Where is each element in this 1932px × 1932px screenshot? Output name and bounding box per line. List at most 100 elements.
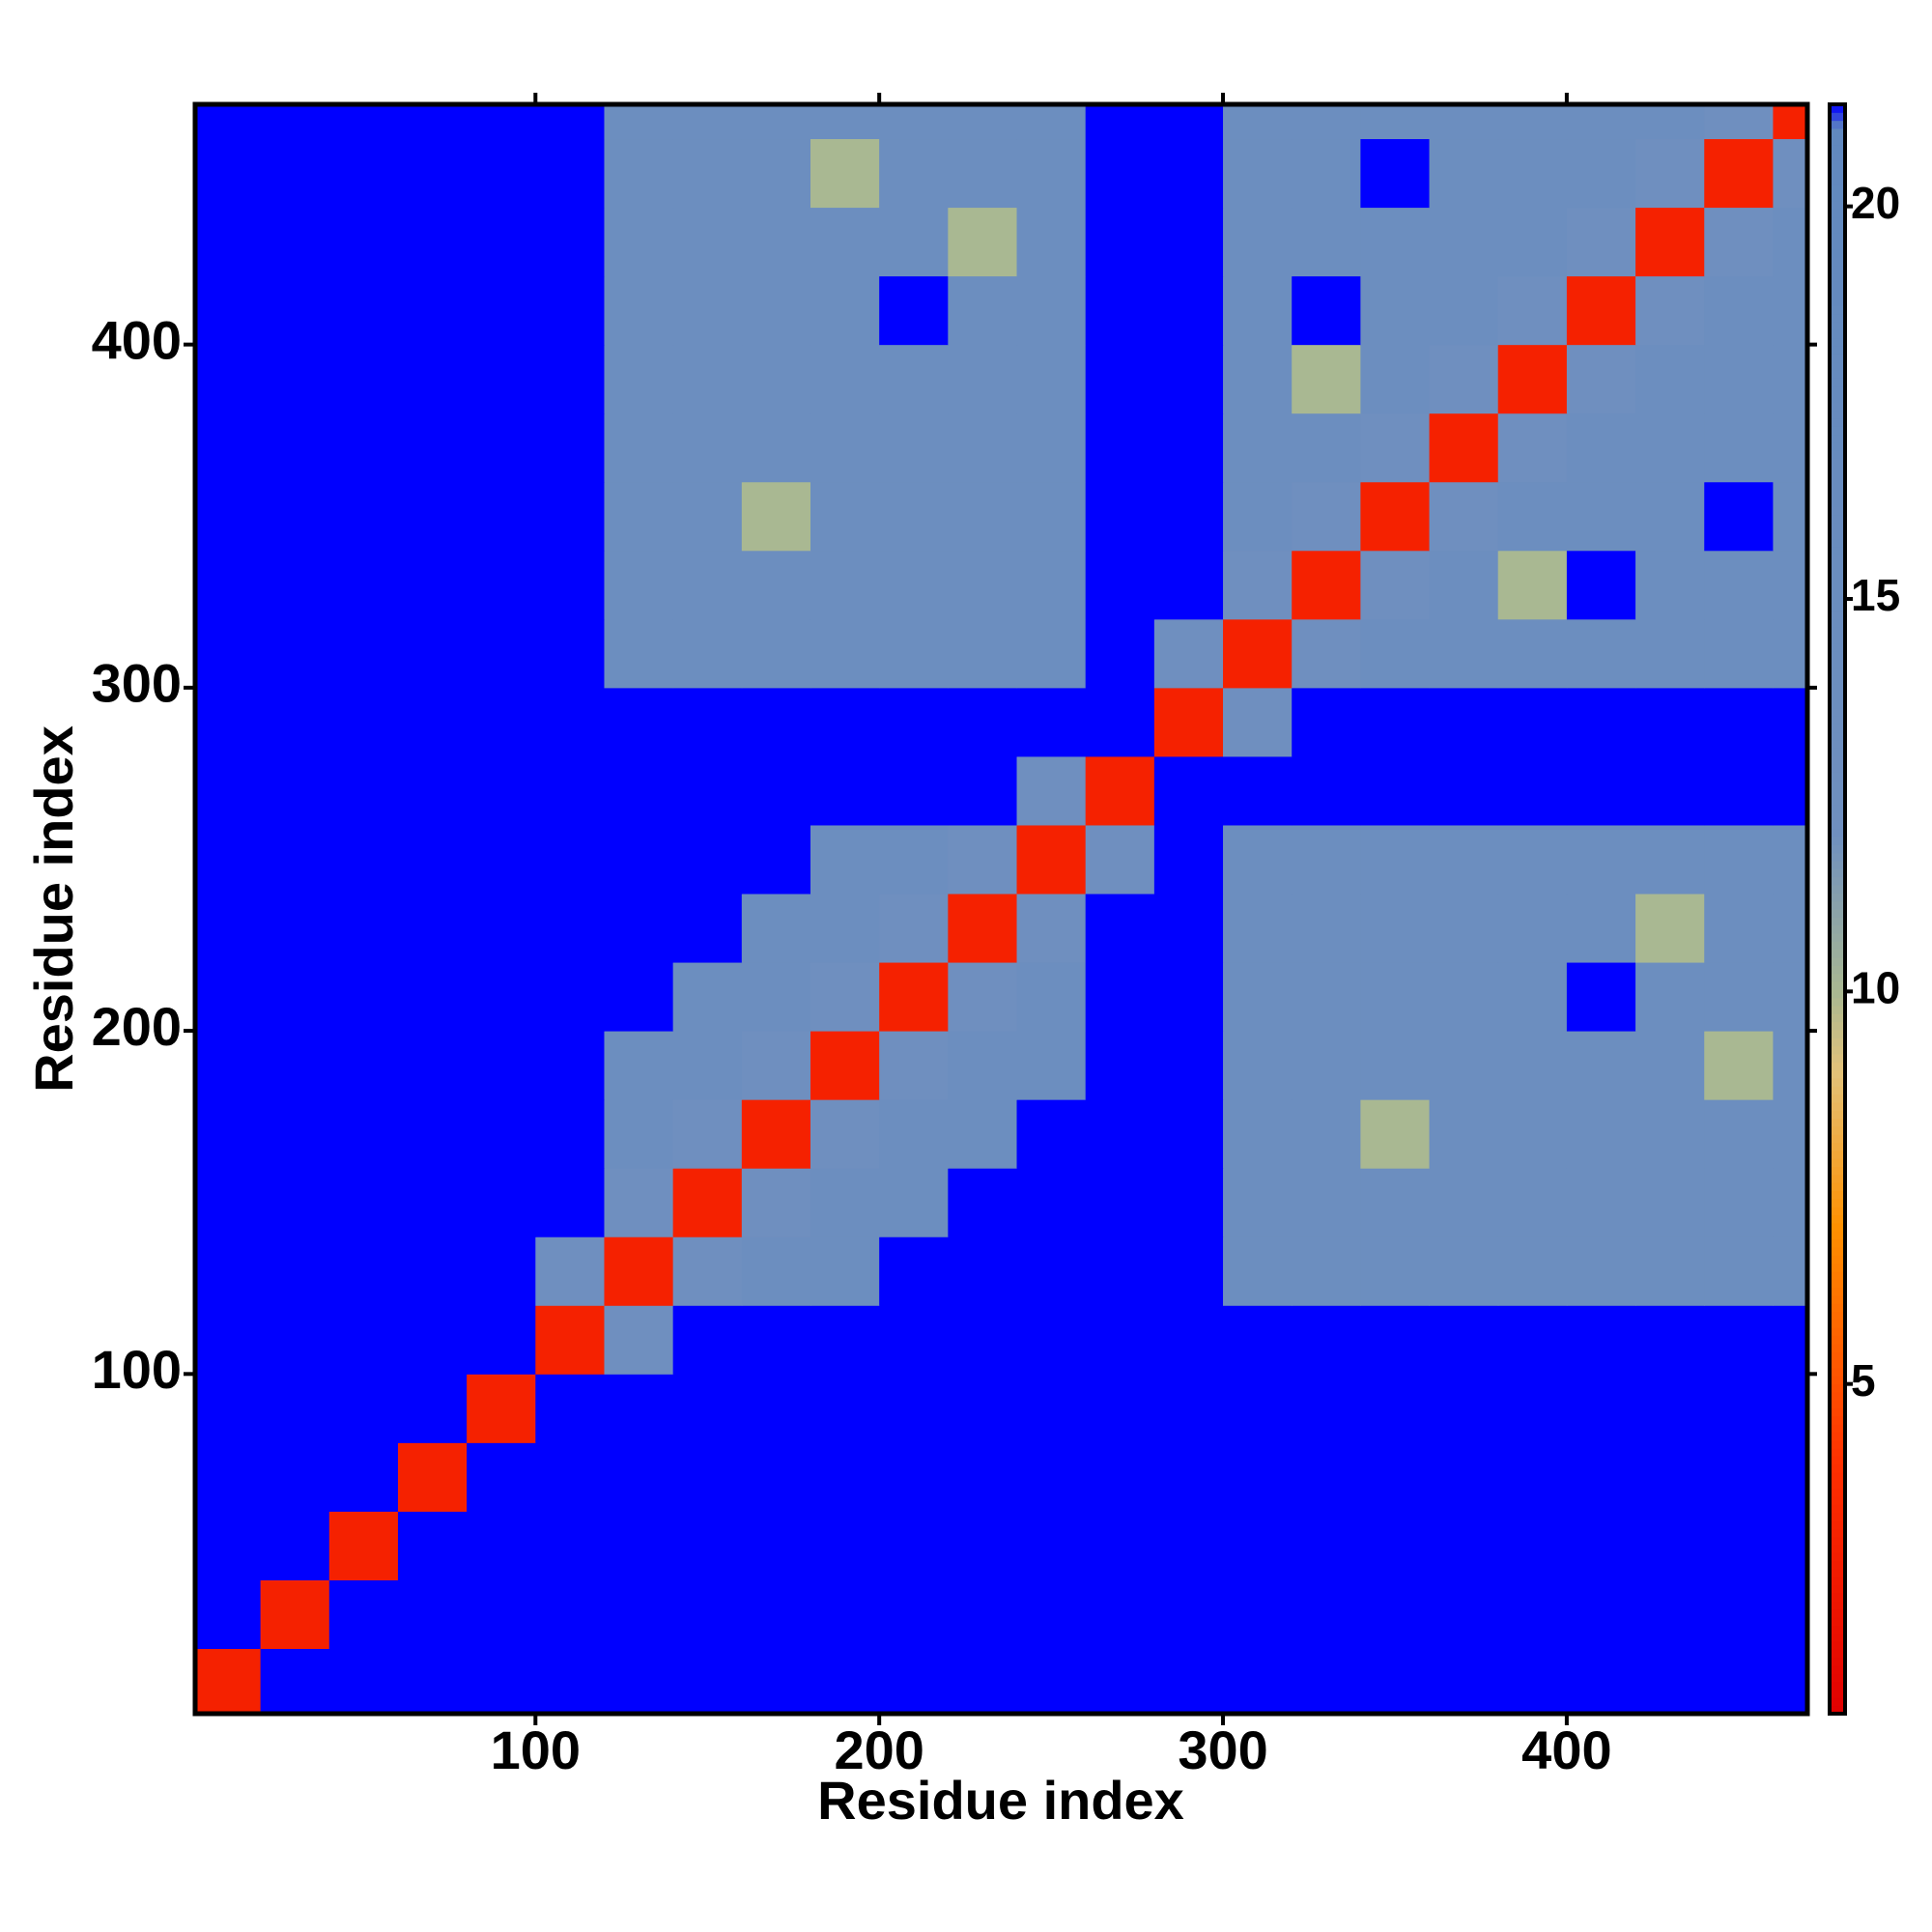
colorbar-strip (1830, 699, 1845, 709)
heatmap-cell (948, 1648, 1018, 1715)
heatmap-cell (1704, 1099, 1774, 1169)
heatmap-cell (1566, 275, 1636, 346)
colorbar-strip (1830, 683, 1845, 693)
colorbar-strip (1830, 740, 1845, 749)
heatmap-cell (328, 962, 399, 1032)
colorbar-strip (1830, 1166, 1845, 1176)
heatmap-cell (1566, 1031, 1636, 1100)
heatmap-cell (741, 1099, 811, 1169)
heatmap-cell (1497, 618, 1568, 689)
heatmap-cell (195, 138, 262, 209)
heatmap-cell (604, 104, 674, 140)
heatmap-cell (1566, 755, 1636, 826)
heatmap-cell (1497, 1236, 1568, 1306)
heatmap-cell (1153, 962, 1224, 1032)
heatmap-cell (879, 687, 949, 757)
heatmap-cell (1360, 481, 1431, 552)
colorbar-strip (1830, 820, 1845, 830)
heatmap-cell (1429, 275, 1499, 346)
heatmap-cell (1773, 618, 1808, 689)
heatmap-cell (1360, 1031, 1431, 1100)
heatmap-cell (604, 824, 674, 895)
heatmap-cell (260, 138, 330, 209)
heatmap-cell (1773, 894, 1808, 963)
heatmap-cell (741, 104, 811, 140)
heatmap-cell (328, 1099, 399, 1169)
colorbar-strip (1830, 1207, 1845, 1216)
heatmap-cell (1566, 1511, 1636, 1580)
heatmap-cell (879, 1374, 949, 1443)
colorbar-strip (1830, 1681, 1845, 1690)
heatmap-cell (672, 1511, 743, 1580)
heatmap-cell (741, 1031, 811, 1100)
heatmap-cell (1360, 275, 1431, 346)
colorbar-strip (1830, 924, 1845, 934)
colorbar-strip (1830, 1673, 1845, 1683)
heatmap-cell (1497, 824, 1568, 895)
heatmap-cell (1085, 824, 1155, 895)
heatmap-cell (1773, 1511, 1808, 1580)
heatmap-cell (1566, 412, 1636, 483)
heatmap-cell (1566, 550, 1636, 620)
heatmap-cell (1429, 138, 1499, 209)
heatmap-cell (879, 1305, 949, 1375)
heatmap-cell (1773, 824, 1808, 895)
heatmap-cell (948, 550, 1018, 620)
colorbar-strip (1830, 458, 1845, 468)
heatmap-cell (672, 275, 743, 346)
heatmap-cell (1153, 481, 1224, 552)
heatmap-cell (260, 104, 330, 140)
heatmap-cell (1773, 755, 1808, 826)
heatmap-cell (1292, 687, 1361, 757)
heatmap-cell (195, 618, 262, 689)
colorbar-strip (1830, 1512, 1845, 1521)
heatmap-cell (467, 481, 536, 552)
heatmap-cell (1773, 344, 1808, 414)
heatmap-cell (397, 1305, 468, 1375)
heatmap-cell (741, 824, 811, 895)
colorbar-strip (1830, 441, 1845, 451)
heatmap-cell (1566, 1305, 1636, 1375)
heatmap-cell (1635, 104, 1705, 140)
colorbar-strip (1830, 764, 1845, 773)
heatmap-cell (1773, 207, 1808, 277)
heatmap-cell (810, 481, 880, 552)
colorbar-strip (1830, 297, 1845, 306)
heatmap-cell (1704, 138, 1774, 209)
heatmap-cell (810, 550, 880, 620)
colorbar-strip (1830, 1005, 1845, 1014)
heatmap-cell (741, 1442, 811, 1512)
heatmap-cell (604, 1236, 674, 1306)
heatmap-cell (604, 962, 674, 1032)
heatmap-cell (1635, 1511, 1705, 1580)
heatmap-cell (1773, 687, 1808, 757)
heatmap-cell (1497, 550, 1568, 620)
colorbar-strip (1830, 272, 1845, 282)
colorbar-strip (1830, 1633, 1845, 1642)
heatmap-cell (741, 1168, 811, 1237)
heatmap-cell (1704, 275, 1774, 346)
colorbar-strip (1830, 200, 1845, 210)
heatmap-cell (1223, 1579, 1293, 1650)
colorbar-strip (1830, 176, 1845, 185)
heatmap-cell (397, 550, 468, 620)
colorbar-strip (1830, 498, 1845, 507)
heatmap-cell (810, 1031, 880, 1100)
heatmap-cell (535, 275, 605, 346)
heatmap-cell (1704, 1374, 1774, 1443)
heatmap-cell (195, 207, 262, 277)
colorbar-strip (1830, 1432, 1845, 1441)
heatmap-cell (1704, 1305, 1774, 1375)
heatmap-cell (1497, 138, 1568, 209)
colorbar-strip (1830, 128, 1845, 137)
colorbar-strip (1830, 635, 1845, 644)
heatmap-cell (672, 104, 743, 140)
colorbar-strip (1830, 337, 1845, 347)
heatmap-cell (1085, 275, 1155, 346)
heatmap-cell (467, 1236, 536, 1306)
heatmap-cell (535, 1442, 605, 1512)
heatmap-cell (948, 1579, 1018, 1650)
heatmap-cell (1085, 1648, 1155, 1715)
colorbar-strip (1830, 1231, 1845, 1240)
heatmap-cell (1153, 687, 1224, 757)
